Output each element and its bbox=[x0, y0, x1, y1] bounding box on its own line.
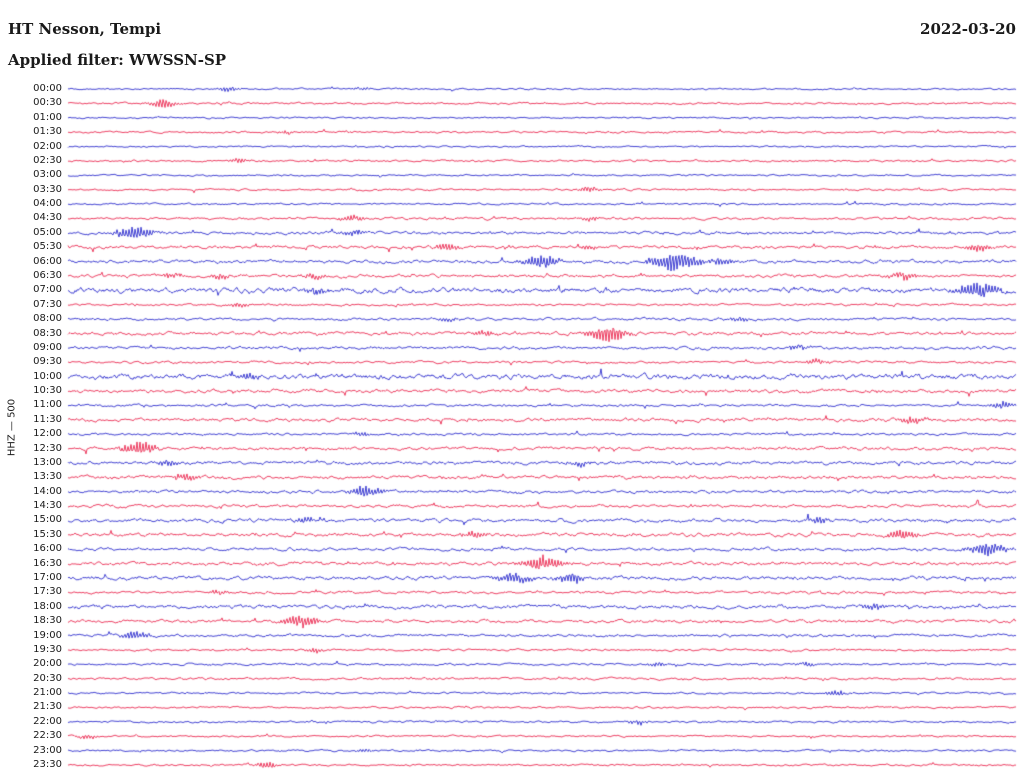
time-label: 19:30 bbox=[33, 643, 62, 655]
time-label: 01:30 bbox=[33, 126, 62, 138]
station-title: HT Nesson, Tempi bbox=[8, 20, 162, 38]
time-label: 20:00 bbox=[33, 658, 62, 670]
time-label: 21:30 bbox=[33, 701, 62, 713]
time-label: 23:30 bbox=[33, 759, 62, 770]
time-label: 11:30 bbox=[33, 413, 62, 425]
time-label: 18:30 bbox=[33, 615, 62, 627]
time-label: 21:00 bbox=[33, 687, 62, 699]
time-label: 04:30 bbox=[33, 212, 62, 224]
time-label: 13:00 bbox=[33, 456, 62, 468]
time-label: 14:00 bbox=[33, 485, 62, 497]
time-label: 07:30 bbox=[33, 298, 62, 310]
time-label: 19:00 bbox=[33, 629, 62, 641]
time-label: 06:30 bbox=[33, 269, 62, 281]
time-label: 16:30 bbox=[33, 557, 62, 569]
time-label: 10:30 bbox=[33, 385, 62, 397]
time-label: 03:30 bbox=[33, 183, 62, 195]
time-label: 02:30 bbox=[33, 154, 62, 166]
time-label: 12:00 bbox=[33, 428, 62, 440]
time-label: 10:00 bbox=[33, 370, 62, 382]
time-label: 12:30 bbox=[33, 442, 62, 454]
time-label: 08:30 bbox=[33, 327, 62, 339]
time-label: 14:30 bbox=[33, 500, 62, 512]
time-label: 18:00 bbox=[33, 600, 62, 612]
time-label: 15:00 bbox=[33, 514, 62, 526]
time-label: 23:00 bbox=[33, 744, 62, 756]
time-label: 17:30 bbox=[33, 586, 62, 598]
time-label: 02:00 bbox=[33, 140, 62, 152]
date-label: 2022-03-20 bbox=[920, 20, 1016, 38]
time-label: 16:00 bbox=[33, 543, 62, 555]
time-label: 07:00 bbox=[33, 284, 62, 296]
time-label: 22:00 bbox=[33, 715, 62, 727]
time-label: 08:00 bbox=[33, 313, 62, 325]
time-label: 13:30 bbox=[33, 471, 62, 483]
time-label: 17:00 bbox=[33, 572, 62, 584]
time-label: 09:30 bbox=[33, 356, 62, 368]
time-label: 04:00 bbox=[33, 198, 62, 210]
time-label: 05:00 bbox=[33, 226, 62, 238]
time-label: 15:30 bbox=[33, 528, 62, 540]
time-label: 09:00 bbox=[33, 341, 62, 353]
time-label: 22:30 bbox=[33, 730, 62, 742]
time-label: 20:30 bbox=[33, 672, 62, 684]
filter-label: Applied filter: WWSSN-SP bbox=[8, 51, 227, 69]
time-label: 05:30 bbox=[33, 241, 62, 253]
time-label: 03:00 bbox=[33, 169, 62, 181]
time-label: 11:00 bbox=[33, 399, 62, 411]
time-label: 01:00 bbox=[33, 111, 62, 123]
time-label: 06:00 bbox=[33, 255, 62, 267]
time-label: 00:00 bbox=[33, 83, 62, 94]
time-label: 00:30 bbox=[33, 97, 62, 109]
